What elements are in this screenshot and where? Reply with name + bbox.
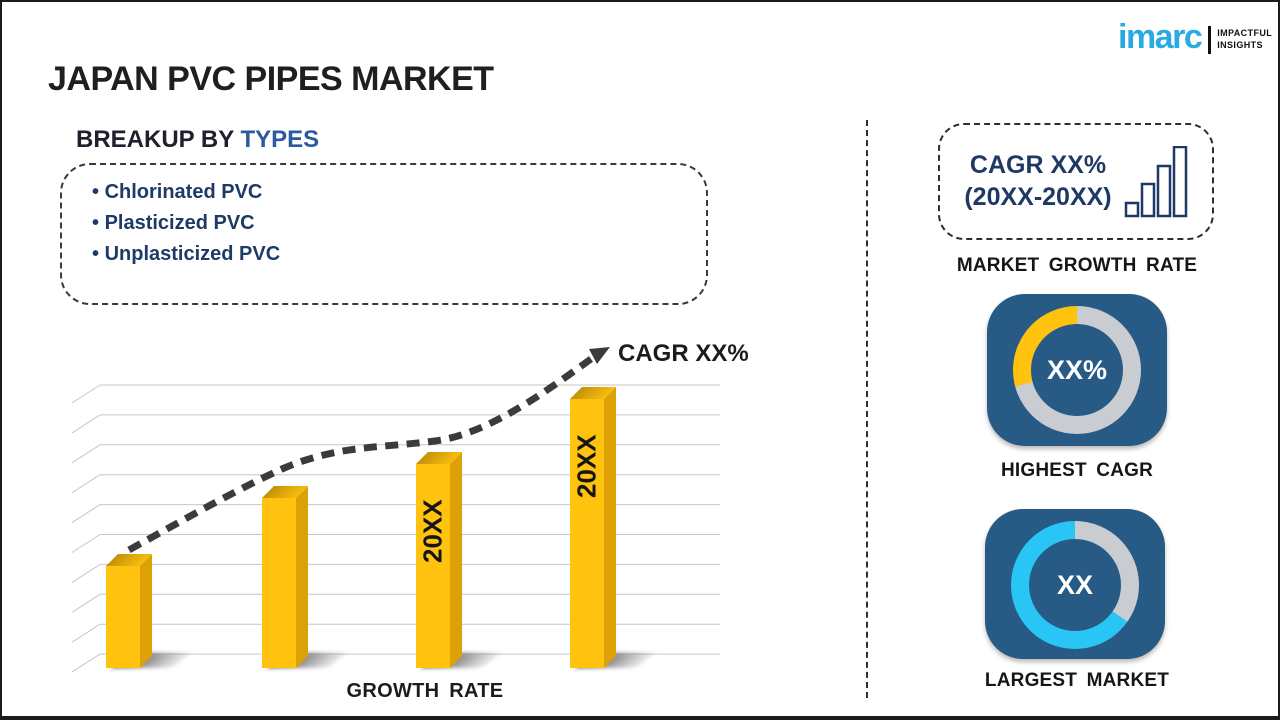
bar-side-face — [140, 554, 152, 668]
heading-highlight: TYPES — [240, 126, 320, 153]
cagr-value-line: CAGR XX% — [969, 151, 1107, 180]
list-item: Unplasticized PVC — [92, 239, 706, 270]
types-list-box: Chlorinated PVC Plasticized PVC Unplasti… — [60, 163, 708, 305]
section-heading: BREAKUP BY TYPES — [76, 126, 319, 154]
gridlines — [71, 384, 720, 673]
largest-market-tile: XX — [985, 509, 1165, 659]
x-axis-label: GROWTH RATE — [346, 680, 504, 702]
largest-market-label: LARGEST MARKET — [984, 670, 1170, 691]
bar-year-label: 20XX — [417, 499, 448, 563]
bar-year-label: 20XX — [571, 434, 602, 498]
list-item: Plasticized PVC — [92, 208, 706, 239]
trend-cagr-label: CAGR XX% — [618, 340, 749, 367]
logo-tagline-line2: INSIGHTS — [1217, 39, 1263, 50]
bar-front-face — [106, 566, 140, 668]
logo-tagline: IMPACTFUL INSIGHTS — [1217, 28, 1272, 51]
bar-front-face — [570, 399, 604, 668]
logo-divider — [1208, 25, 1212, 54]
highest-cagr-value: XX% — [1046, 354, 1108, 385]
types-list: Chlorinated PVC Plasticized PVC Unplasti… — [62, 177, 706, 270]
bar-side-face — [604, 387, 616, 668]
donut-gauge-cyan: XX — [1011, 521, 1139, 649]
list-item: Chlorinated PVC — [92, 177, 706, 208]
vertical-divider — [866, 120, 868, 698]
highest-cagr-tile: XX% — [987, 294, 1167, 446]
market-growth-rate-label: MARKET GROWTH RATE — [956, 255, 1198, 276]
bar-front-face — [416, 464, 450, 668]
imarc-logo: imarc IMPACTFUL INSIGHTS — [1118, 20, 1272, 54]
trend-arrowhead-icon — [589, 347, 610, 364]
bar-front-face — [262, 498, 296, 668]
cagr-callout-text: CAGR XX% (20XX-20XX) — [964, 150, 1111, 213]
bar-side-face — [450, 452, 462, 668]
page-title: JAPAN PVC PIPES MARKET — [48, 60, 494, 98]
bar-side-face — [296, 486, 308, 668]
growth-bars-icon — [1124, 145, 1187, 217]
cagr-period-line: (20XX-20XX) — [964, 182, 1112, 211]
largest-market-value: XX — [1056, 569, 1094, 600]
cagr-callout-box: CAGR XX% (20XX-20XX) — [938, 123, 1214, 240]
donut-gauge-gold: XX% — [1013, 306, 1141, 434]
highest-cagr-label: HIGHEST CAGR — [1000, 460, 1154, 481]
heading-prefix: BREAKUP BY — [76, 126, 241, 153]
trend-dashed-line — [127, 350, 602, 554]
logo-tagline-line1: IMPACTFUL — [1217, 27, 1273, 38]
imarc-wordmark: imarc — [1118, 18, 1203, 56]
